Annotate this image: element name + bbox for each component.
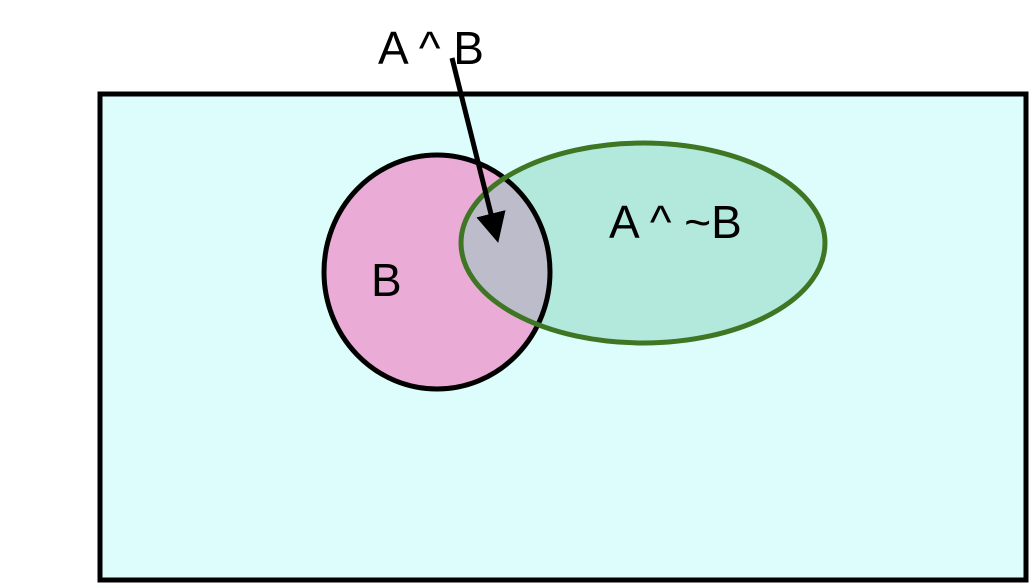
set-a-outline: [458, 140, 828, 346]
set-a-ellipse: [461, 143, 825, 343]
pointer-arrow: [449, 57, 506, 243]
set-b-outline: [321, 152, 553, 392]
label-a-and-not-b: A ^ ~B: [609, 196, 742, 248]
label-b: B: [371, 254, 402, 306]
label-a-and-b: A ^ B: [378, 22, 484, 74]
